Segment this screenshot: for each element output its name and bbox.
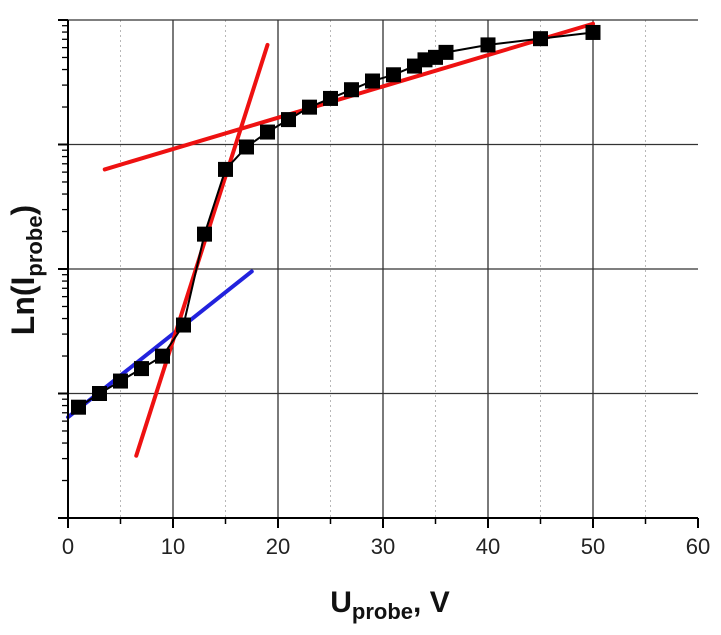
x-axis-title-main: U	[330, 586, 352, 619]
x-tick-label: 10	[161, 534, 185, 559]
data-point	[585, 24, 601, 40]
data-point	[260, 124, 275, 140]
data-point	[134, 361, 149, 377]
data-point	[438, 44, 454, 60]
data-series	[71, 24, 601, 415]
grid	[68, 19, 698, 518]
x-tick-label: 0	[62, 534, 74, 559]
data-point	[155, 348, 170, 364]
x-tick-label: 40	[476, 534, 500, 559]
y-axis-title: Ln(Iprobe)	[5, 205, 47, 335]
x-tick-label: 60	[686, 534, 710, 559]
data-point	[386, 67, 401, 83]
x-axis-title: Uprobe, V	[330, 586, 449, 624]
data-point	[480, 37, 496, 53]
y-axis-title-suffix: )	[5, 205, 41, 216]
data-point	[239, 139, 254, 155]
x-tick-labels: 0 10 20 30 40 50 60	[62, 534, 710, 559]
x-tick-label: 30	[371, 534, 395, 559]
data-point	[176, 317, 191, 333]
fit-line-2	[134, 42, 270, 458]
data-point	[197, 226, 212, 242]
data-point	[365, 73, 380, 89]
y-axis-title-main: Ln(I	[5, 277, 41, 336]
axes	[58, 19, 699, 528]
data-point	[71, 399, 86, 415]
data-point	[323, 90, 338, 106]
data-point	[344, 82, 359, 98]
x-tick-label: 20	[266, 534, 290, 559]
data-point	[92, 386, 107, 401]
data-point	[218, 161, 233, 177]
data-point	[281, 112, 296, 128]
data-point	[302, 99, 317, 115]
data-point	[533, 31, 548, 47]
data-point	[113, 373, 128, 389]
y-axis-title-sub: probe	[22, 215, 47, 276]
x-axis-title-suffix: , V	[413, 586, 450, 619]
x-tick-label: 50	[581, 534, 605, 559]
x-axis-title-sub: probe	[352, 599, 413, 624]
